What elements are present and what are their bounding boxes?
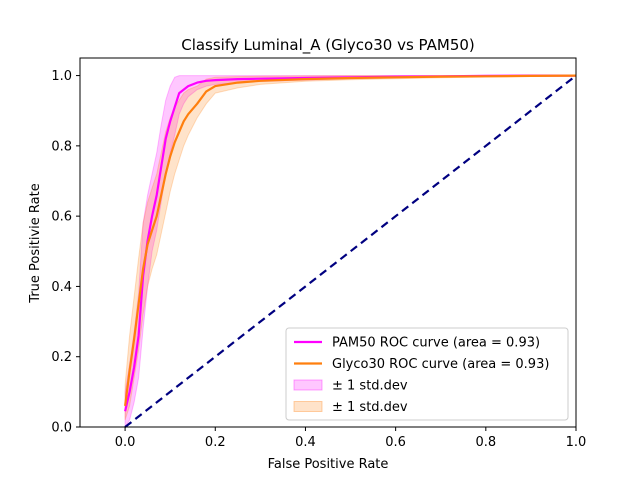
roc-lines bbox=[124, 74, 577, 428]
chance-diagonal-line bbox=[124, 74, 577, 428]
y-tick-label: 0.6 bbox=[51, 210, 72, 225]
y-tick-label: 0.8 bbox=[51, 139, 72, 154]
roc-line-1 bbox=[124, 74, 577, 407]
legend-label: PAM50 ROC curve (area = 0.93) bbox=[332, 336, 540, 351]
x-tick-label: 0.4 bbox=[295, 435, 316, 450]
legend-label: ± 1 std.dev bbox=[332, 400, 408, 415]
y-tick-label: 1.0 bbox=[51, 69, 72, 84]
legend-box bbox=[285, 327, 569, 421]
y-tick-label: 0.0 bbox=[51, 421, 72, 436]
legend-band-swatch bbox=[293, 379, 323, 391]
y-axis-label: True Positivie Rate bbox=[28, 183, 43, 303]
legend-label: ± 1 std.dev bbox=[332, 379, 408, 394]
x-tick-label: 1.0 bbox=[566, 435, 587, 450]
legend: PAM50 ROC curve (area = 0.93) Glyco30 ROC… bbox=[285, 327, 569, 421]
x-ticks: 0.0 0.2 0.4 0.6 0.8 1.0 bbox=[115, 427, 587, 450]
x-axis-label: False Positive Rate bbox=[268, 457, 389, 472]
y-ticks: 0.0 0.2 0.4 0.6 0.8 1.0 bbox=[51, 69, 80, 436]
y-tick-label: 0.4 bbox=[51, 280, 72, 295]
axes-frame bbox=[79, 57, 577, 428]
plot-frame bbox=[79, 57, 577, 428]
x-tick-label: 0.8 bbox=[475, 435, 496, 450]
x-tick-label: 0.2 bbox=[205, 435, 226, 450]
y-tick-label: 0.2 bbox=[51, 350, 72, 365]
legend-band-swatch bbox=[293, 401, 323, 412]
legend-label: Glyco30 ROC curve (area = 0.93) bbox=[332, 357, 549, 372]
chart-title: Classify Luminal_A (Glyco30 vs PAM50) bbox=[181, 36, 475, 55]
x-tick-label: 0.0 bbox=[115, 435, 136, 450]
x-tick-label: 0.6 bbox=[385, 435, 406, 450]
